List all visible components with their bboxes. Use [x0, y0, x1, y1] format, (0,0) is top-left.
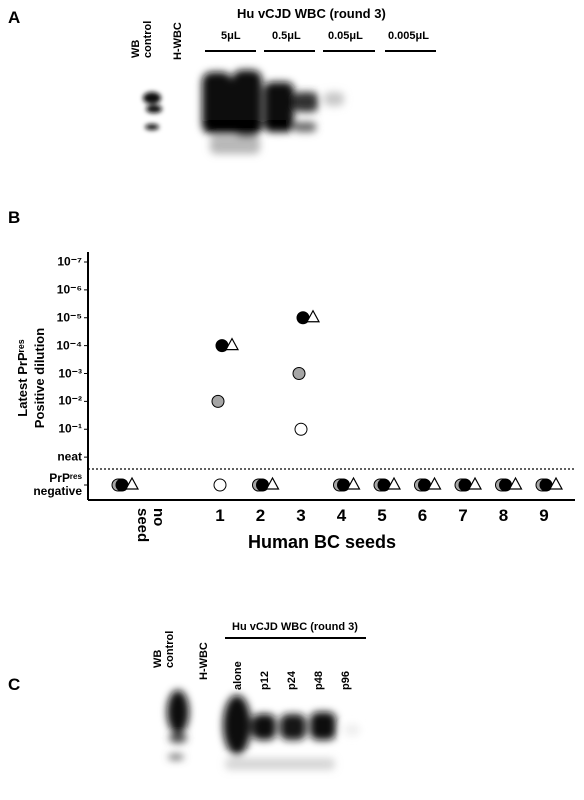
- point: [386, 476, 402, 490]
- y-tick-label: 10⁻⁷: [57, 254, 82, 269]
- western-blot-a: [143, 70, 344, 154]
- lane-label: WB control: [130, 20, 154, 58]
- panel-label: C: [8, 675, 21, 694]
- western-blot-c: [167, 690, 360, 770]
- point: [124, 476, 140, 490]
- dilution-label: 0.5μL: [272, 30, 301, 42]
- x-tick-label: 6: [417, 506, 428, 525]
- y-tick-label: PrPʳᵉˢ negative: [33, 471, 82, 498]
- x-tick-label: 5: [377, 506, 387, 525]
- axes: [87, 252, 575, 501]
- x-tick-label: 8: [498, 506, 509, 525]
- group-title: Hu vCJD WBC (round 3): [232, 621, 358, 633]
- point: [224, 337, 240, 351]
- x-tick-label: 9: [539, 506, 549, 525]
- x-tick-label: 4: [336, 506, 347, 525]
- point: [346, 476, 361, 490]
- point: [508, 476, 523, 490]
- point: [427, 476, 442, 490]
- y-tick-label: 10⁻⁴: [56, 338, 82, 353]
- x-tick-label: no seed: [134, 508, 167, 543]
- panel-label: B: [8, 208, 21, 227]
- lane-label: p12: [259, 671, 271, 690]
- point: [548, 476, 564, 490]
- point: [292, 367, 306, 380]
- point: [294, 422, 308, 436]
- panel-label: A: [8, 8, 21, 27]
- lane-label: p48: [313, 671, 325, 690]
- lane-label: WB control: [152, 630, 176, 668]
- x-tick-label: 3: [296, 506, 306, 525]
- point: [211, 394, 225, 408]
- lane-label: H-WBC: [198, 642, 210, 680]
- group-title: Hu vCJD WBC (round 3): [237, 6, 386, 21]
- point: [467, 476, 483, 490]
- x-tick-label: 1: [215, 506, 225, 525]
- dilution-label: 0.005μL: [388, 30, 429, 42]
- y-tick-label: 10⁻⁶: [56, 282, 82, 297]
- x-tick-label: 7: [458, 506, 468, 525]
- x-tick-label: 2: [255, 506, 266, 525]
- y-tick-label: 10⁻²: [58, 393, 82, 408]
- dilution-label: 0.05μL: [328, 30, 363, 42]
- x-axis-title: Human BC seeds: [248, 532, 397, 552]
- point: [265, 476, 280, 490]
- point: [213, 478, 227, 492]
- y-tick-label: 10⁻¹: [58, 421, 82, 436]
- y-tick-label: 10⁻⁵: [56, 310, 82, 325]
- lane-label: H-WBC: [172, 22, 184, 60]
- y-tick-label: neat: [57, 449, 82, 464]
- lane-label: p24: [286, 671, 298, 690]
- lane-label: p96: [340, 671, 352, 690]
- dilution-label: 5μL: [221, 30, 241, 42]
- point: [305, 309, 321, 323]
- lane-label: alone: [232, 661, 244, 690]
- y-tick-label: 10⁻³: [58, 366, 82, 380]
